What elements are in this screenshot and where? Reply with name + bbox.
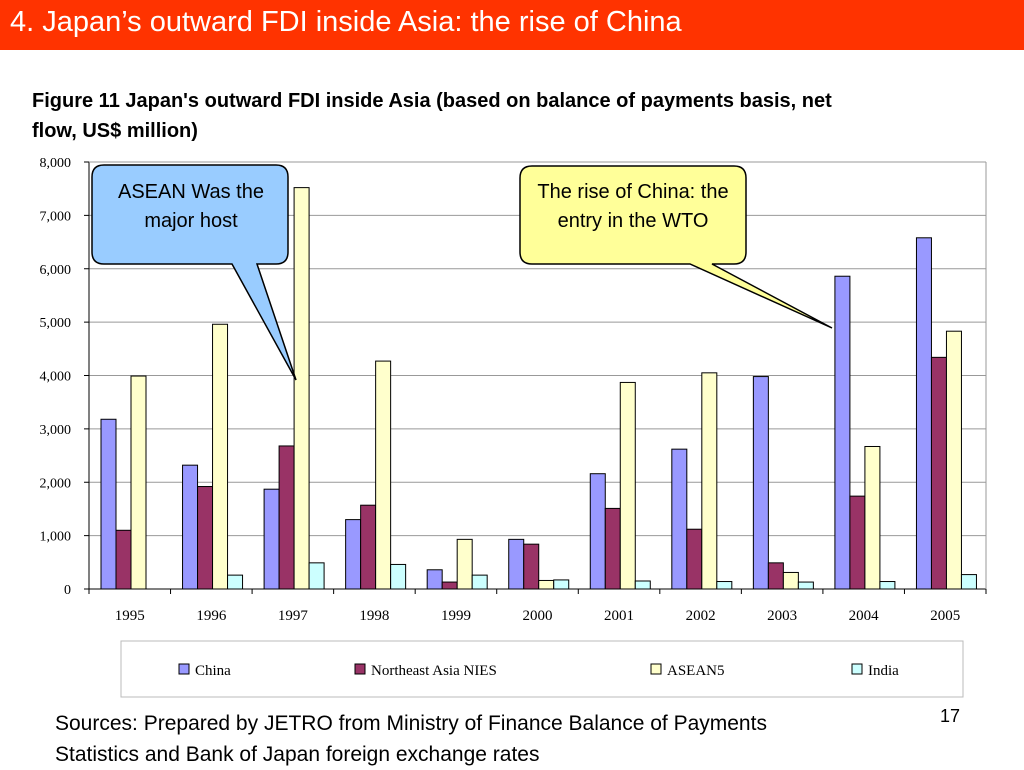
bar-asean5-2004 [864, 445, 881, 590]
bar-china-1995 [100, 418, 117, 590]
bar-northeast-asia-nies-2002 [686, 528, 703, 590]
bar-india-1998 [390, 563, 407, 590]
bar-northeast-asia-nies-1999 [441, 581, 458, 590]
bar-asean5-1995 [130, 375, 147, 590]
slide-title: 4. Japan’s outward FDI inside Asia: the … [10, 6, 682, 38]
legend-swatch-asean5 [650, 663, 662, 675]
bar-india-1996 [227, 574, 244, 590]
legend-swatch-india [851, 663, 863, 675]
bar-china-2001 [589, 473, 606, 590]
bar-asean5-2000 [538, 579, 555, 590]
bar-india-2004 [879, 581, 896, 590]
bar-northeast-asia-nies-2005 [930, 356, 947, 590]
bar-asean5-1996 [212, 323, 229, 590]
chart-title: Figure 11 Japan's outward FDI inside Asi… [32, 90, 832, 142]
x-tick-label: 1998 [359, 608, 389, 624]
x-tick-label: 1995 [115, 608, 145, 624]
y-tick-label: 6,000 [40, 263, 72, 278]
bar-china-2003 [752, 376, 769, 590]
callout-asean-text: ASEAN Was the major host [118, 181, 264, 232]
x-tick-label: 2000 [523, 608, 553, 624]
sources-note: Sources: Prepared by JETRO from Ministry… [55, 712, 767, 766]
x-tick-label: 2001 [604, 608, 634, 624]
bar-india-1997 [308, 562, 325, 590]
bar-india-2002 [716, 581, 733, 590]
bar-china-1997 [263, 488, 280, 590]
bar-china-1996 [182, 464, 199, 590]
bar-asean5-2005 [945, 330, 962, 590]
callout-asean [91, 164, 297, 381]
x-tick-label: 2003 [767, 608, 797, 624]
x-tick-label: 2005 [930, 608, 960, 624]
y-tick-label: 0 [64, 583, 71, 598]
x-tick-label: 1996 [196, 608, 227, 624]
bar-china-1999 [426, 569, 443, 590]
y-tick-label: 5,000 [40, 316, 72, 331]
bar-asean5-2003 [782, 571, 799, 590]
bar-northeast-asia-nies-1997 [278, 445, 295, 590]
bar-india-2000 [553, 579, 570, 590]
x-tick-label: 2004 [849, 608, 880, 624]
title-bar: 4. Japan’s outward FDI inside Asia: the … [0, 0, 1024, 50]
x-tick-label: 1999 [441, 608, 471, 624]
bar-northeast-asia-nies-1996 [197, 486, 214, 590]
bar-northeast-asia-nies-2001 [604, 507, 621, 590]
legend-label: ASEAN5 [667, 663, 725, 679]
legend-swatch-northeast-asia-nies [354, 663, 366, 675]
bar-asean5-2002 [701, 372, 718, 590]
legend-box [120, 640, 964, 698]
bar-china-2000 [508, 538, 525, 590]
y-tick-label: 2,000 [40, 476, 72, 491]
bar-india-2005 [960, 574, 977, 590]
y-tick-label: 3,000 [40, 423, 72, 438]
y-tick-label: 8,000 [40, 156, 72, 171]
callout-china-text: The rise of China: the entry in the WTO [537, 181, 729, 232]
legend-label: China [195, 663, 231, 679]
bar-china-1998 [345, 519, 362, 590]
bar-asean5-2001 [619, 381, 636, 590]
page-number: 17 [940, 706, 961, 726]
bar-asean5-1997 [293, 187, 310, 590]
bar-china-2005 [915, 237, 932, 590]
legend-label: Northeast Asia NIES [371, 663, 497, 679]
bar-northeast-asia-nies-1998 [360, 504, 377, 590]
x-tick-label: 1997 [278, 608, 309, 624]
callout-china [519, 165, 833, 329]
y-tick-label: 1,000 [40, 530, 72, 545]
legend-swatch-china [178, 663, 190, 675]
bar-india-1999 [471, 574, 488, 590]
bar-india-2001 [634, 580, 651, 590]
bar-asean5-1999 [456, 538, 473, 590]
bar-northeast-asia-nies-2004 [849, 495, 866, 590]
x-tick-label: 2002 [686, 608, 716, 624]
y-tick-label: 7,000 [40, 209, 72, 224]
bar-china-2002 [671, 448, 688, 590]
legend-label: India [868, 663, 899, 679]
bar-northeast-asia-nies-1995 [115, 529, 132, 590]
bar-india-2003 [797, 581, 814, 590]
bar-asean5-1998 [375, 360, 392, 590]
bar-chart: 0 1,000 2,000 3,000 4,000 5,000 6,000 7,000 8,00… [40, 156, 987, 698]
bar-northeast-asia-nies-2003 [767, 562, 784, 590]
bar-china-2004 [834, 275, 851, 590]
y-tick-label: 4,000 [40, 370, 72, 385]
bar-northeast-asia-nies-2000 [523, 543, 540, 590]
